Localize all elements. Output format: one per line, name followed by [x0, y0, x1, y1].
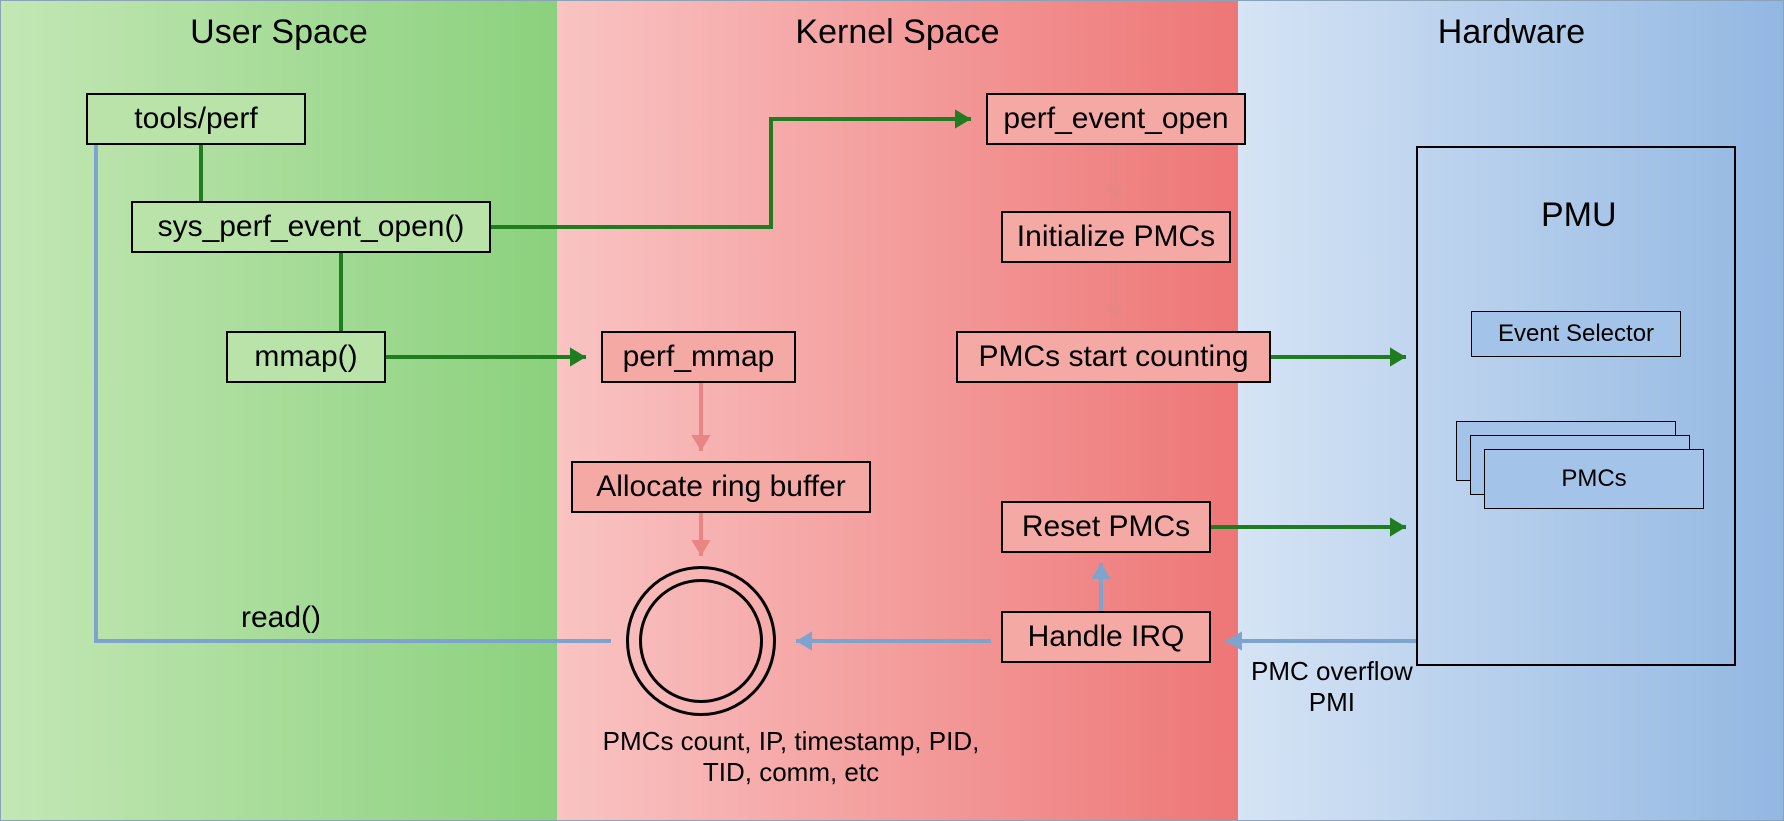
pmc-card: PMCs	[1484, 449, 1704, 509]
node-initialize-pmcs: Initialize PMCs	[1001, 211, 1231, 263]
label-pmc-overflow-pmi: PMC overflowPMI	[1251, 656, 1413, 718]
node-reset-pmcs: Reset PMCs	[1001, 501, 1211, 553]
node-label: tools/perf	[134, 102, 257, 136]
region-title-hw: Hardware	[1238, 13, 1784, 52]
node-label: Event Selector	[1498, 320, 1654, 348]
node-pmcs-start-counting: PMCs start counting	[956, 331, 1271, 383]
node-label: perf_event_open	[1003, 102, 1228, 136]
node-label: PMCs start counting	[978, 340, 1248, 374]
label-read: read()	[241, 601, 321, 635]
node-label: perf_mmap	[623, 340, 775, 374]
region-title-kernel: Kernel Space	[557, 13, 1238, 52]
node-label: Reset PMCs	[1022, 510, 1190, 544]
label-ring-buffer-caption: PMCs count, IP, timestamp, PID,TID, comm…	[541, 726, 1041, 788]
node-label: sys_perf_event_open()	[158, 210, 465, 244]
node-mmap: mmap()	[226, 331, 386, 383]
node-handle-irq: Handle IRQ	[1001, 611, 1211, 663]
node-label: mmap()	[254, 340, 357, 374]
node-perf-event-open: perf_event_open	[986, 93, 1246, 145]
node-allocate-ring-buffer: Allocate ring buffer	[571, 461, 871, 513]
ring-buffer-icon-inner	[639, 579, 763, 703]
node-perf-mmap: perf_mmap	[601, 331, 796, 383]
node-sys-perf-event-open: sys_perf_event_open()	[131, 201, 491, 253]
node-label: Initialize PMCs	[1017, 220, 1215, 254]
region-title-user: User Space	[1, 13, 557, 52]
diagram-stage: User Space Kernel Space Hardware tools/p…	[0, 0, 1784, 821]
node-event-selector: Event Selector	[1471, 311, 1681, 357]
pmcs-stack: PMCs	[1456, 421, 1704, 509]
pmu-title: PMU	[1541, 196, 1617, 235]
node-tools-perf: tools/perf	[86, 93, 306, 145]
node-label: Handle IRQ	[1028, 620, 1185, 654]
node-label: Allocate ring buffer	[596, 470, 846, 504]
